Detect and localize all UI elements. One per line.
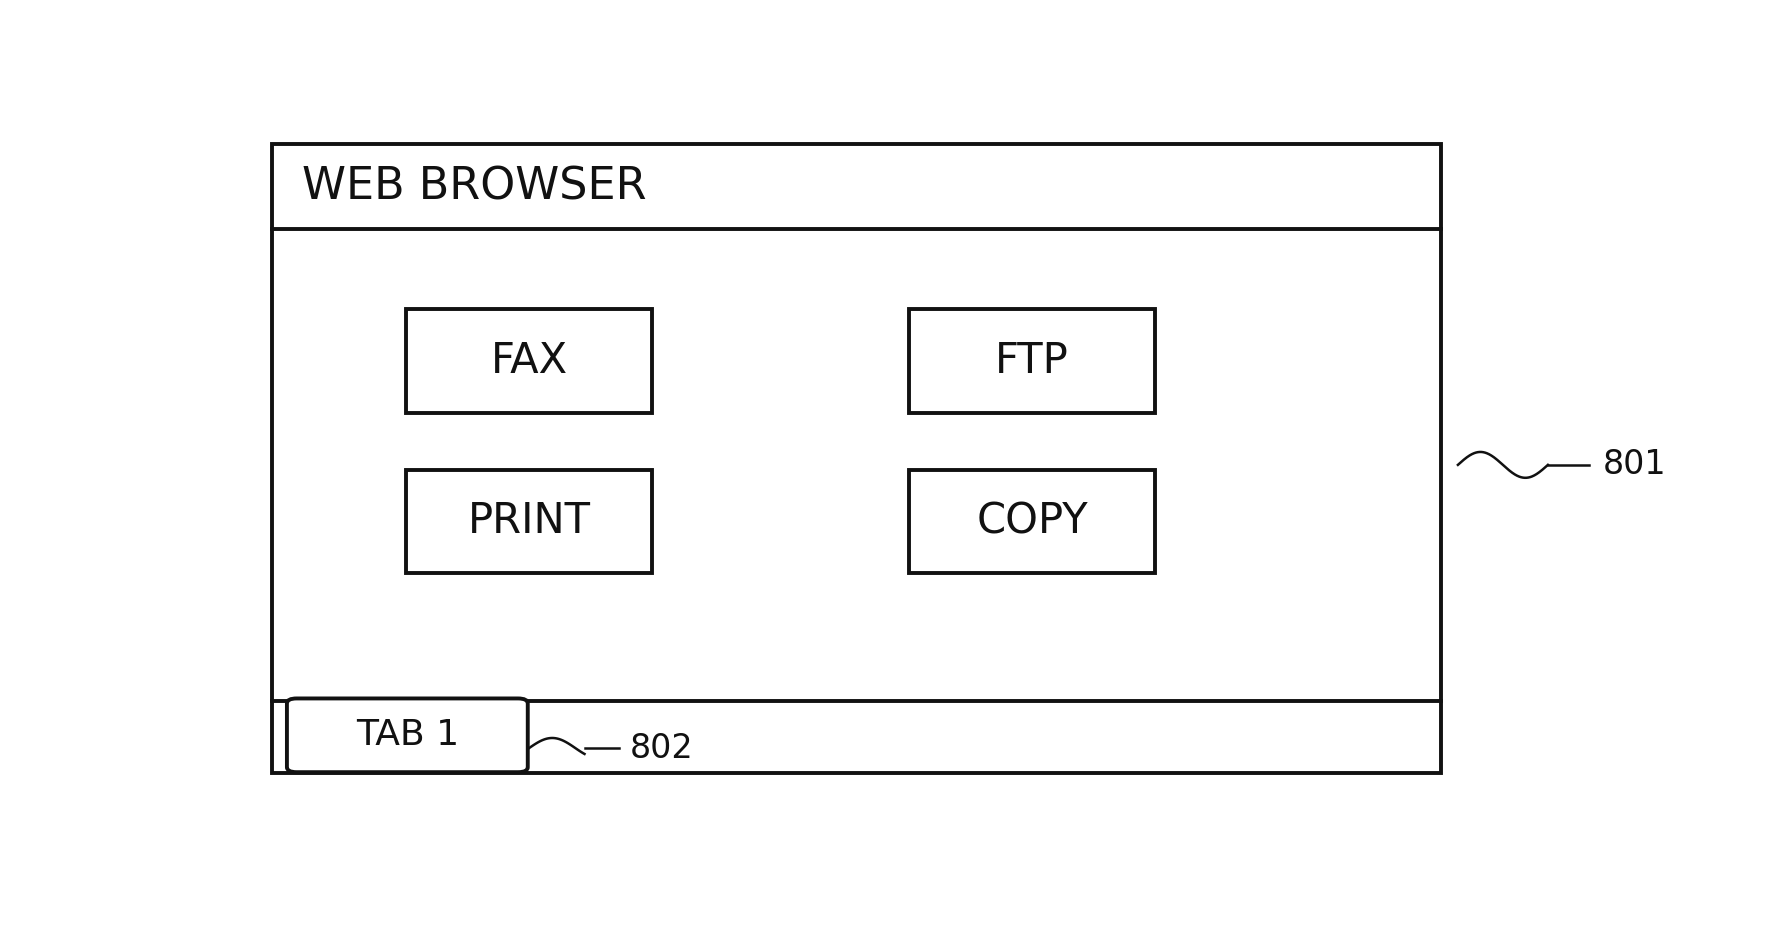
Text: FAX: FAX [491, 341, 568, 383]
Text: PRINT: PRINT [468, 500, 591, 542]
Text: 801: 801 [1604, 449, 1666, 481]
Bar [405, 310, 652, 413]
Bar [271, 145, 1441, 773]
Text: COPY: COPY [977, 500, 1088, 542]
Text: FTP: FTP [995, 341, 1068, 383]
Text: 802: 802 [630, 731, 695, 764]
Bar [909, 310, 1156, 413]
Bar [405, 469, 652, 573]
Bar [909, 469, 1156, 573]
FancyBboxPatch shape [288, 699, 529, 773]
Text: TAB 1: TAB 1 [355, 718, 459, 752]
Text: WEB BROWSER: WEB BROWSER [302, 165, 647, 208]
